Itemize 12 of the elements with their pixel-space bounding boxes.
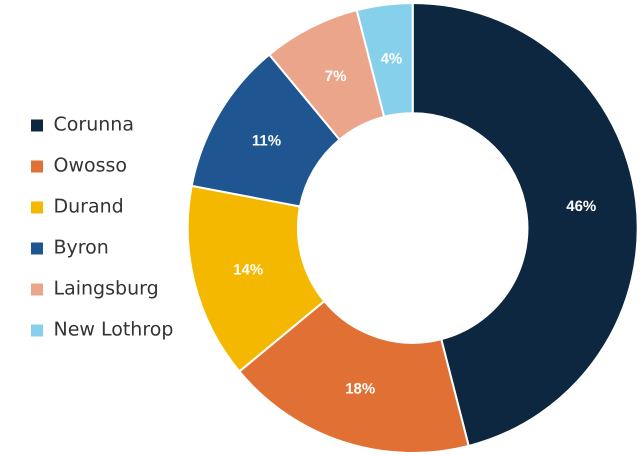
- legend-label: Owosso: [54, 154, 128, 176]
- data-label: 14%: [233, 261, 264, 278]
- legend-label: Durand: [54, 195, 124, 218]
- legend-label: Corunna: [54, 113, 134, 136]
- data-label: 46%: [566, 198, 596, 215]
- legend-label: Laingsburg: [54, 277, 159, 300]
- legend-label: Byron: [54, 236, 109, 258]
- legend-label: New Lothrop: [54, 318, 174, 340]
- data-label: 4%: [380, 50, 402, 68]
- data-label: 7%: [324, 68, 346, 85]
- data-label: 18%: [345, 380, 376, 398]
- data-label: 11%: [252, 132, 282, 150]
